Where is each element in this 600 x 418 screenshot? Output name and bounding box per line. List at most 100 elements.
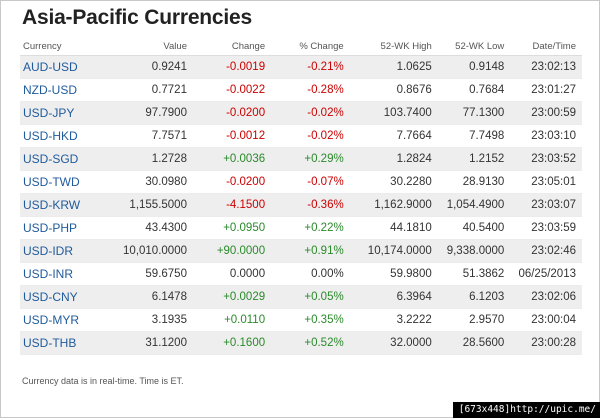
currency-table-body: AUD-USD 0.9241 -0.0019 -0.21% 1.0625 0.9148 23… <box>20 55 582 355</box>
date-time-cell: 06/25/2013 <box>510 262 582 286</box>
column-header-52wk-high: 52-WK High <box>349 37 438 56</box>
high-cell: 44.1810 <box>349 216 438 240</box>
date-time-cell: 23:03:07 <box>510 193 582 217</box>
pct-change-cell: -0.36% <box>271 193 350 217</box>
change-cell: -0.0200 <box>192 170 272 194</box>
change-cell: -4.1500 <box>192 193 272 217</box>
page-title: Asia-Pacific Currencies <box>22 6 253 29</box>
low-cell: 0.7684 <box>437 78 511 102</box>
date-time-cell: 23:02:13 <box>510 55 582 79</box>
low-cell: 1.2152 <box>437 147 511 171</box>
currency-link[interactable]: USD-JPY <box>23 106 75 120</box>
value-cell: 10,010.0000 <box>123 239 193 263</box>
currency-table: Currency Value Change % Change 52-WK Hig… <box>20 37 582 355</box>
value-cell: 30.0980 <box>123 170 193 194</box>
currency-cell: USD-HKD <box>20 124 123 148</box>
value-cell: 0.7721 <box>123 78 193 102</box>
change-cell: -0.0012 <box>192 124 272 148</box>
currency-cell: USD-PHP <box>20 216 123 240</box>
table-row: USD-THB 31.1200 +0.1600 +0.52% 32.0000 28.560… <box>20 331 582 355</box>
currency-link[interactable]: USD-IDR <box>23 244 73 258</box>
table-row: USD-CNY 6.1478 +0.0029 +0.05% 6.3964 6.1203 23… <box>20 285 582 309</box>
currency-link[interactable]: USD-HKD <box>23 129 78 143</box>
table-row: USD-SGD 1.2728 +0.0036 +0.29% 1.2824 1.2152 23… <box>20 147 582 171</box>
column-header-currency: Currency <box>20 37 123 56</box>
date-time-cell: 23:01:27 <box>510 78 582 102</box>
currency-cell: USD-THB <box>20 331 123 355</box>
column-header-change: Change <box>192 37 272 56</box>
currency-link[interactable]: USD-THB <box>23 336 77 350</box>
column-header-52wk-low: 52-WK Low <box>437 37 511 56</box>
currency-link[interactable]: USD-MYR <box>23 313 79 327</box>
value-cell: 1,155.5000 <box>123 193 193 217</box>
pct-change-cell: +0.22% <box>271 216 350 240</box>
change-cell: +90.0000 <box>192 239 272 263</box>
table-row: AUD-USD 0.9241 -0.0019 -0.21% 1.0625 0.9148 23… <box>20 55 582 79</box>
high-cell: 103.7400 <box>349 101 438 125</box>
date-time-cell: 23:02:06 <box>510 285 582 309</box>
high-cell: 1.2824 <box>349 147 438 171</box>
table-row: USD-INR 59.6750 0.0000 0.00% 59.9800 51.3862 0… <box>20 262 582 286</box>
table-row: USD-MYR 3.1935 +0.0110 +0.35% 3.2222 2.9570 23… <box>20 308 582 332</box>
high-cell: 30.2280 <box>349 170 438 194</box>
value-cell: 6.1478 <box>123 285 193 309</box>
change-cell: +0.0029 <box>192 285 272 309</box>
pct-change-cell: +0.05% <box>271 285 350 309</box>
high-cell: 1,162.9000 <box>349 193 438 217</box>
table-row: USD-TWD 30.0980 -0.0200 -0.07% 30.2280 28.913… <box>20 170 582 194</box>
pct-change-cell: +0.91% <box>271 239 350 263</box>
currency-link[interactable]: USD-PHP <box>23 221 78 235</box>
low-cell: 7.7498 <box>437 124 511 148</box>
low-cell: 9,338.0000 <box>437 239 511 263</box>
currency-link[interactable]: AUD-USD <box>23 60 78 74</box>
value-cell: 97.7900 <box>123 101 193 125</box>
value-cell: 59.6750 <box>123 262 193 286</box>
value-cell: 7.7571 <box>123 124 193 148</box>
low-cell: 51.3862 <box>437 262 511 286</box>
table-row: USD-HKD 7.7571 -0.0012 -0.02% 7.7664 7.7498 23… <box>20 124 582 148</box>
change-cell: -0.0019 <box>192 55 272 79</box>
high-cell: 32.0000 <box>349 331 438 355</box>
footnote: Currency data is in real-time. Time is E… <box>22 376 184 386</box>
date-time-cell: 23:05:01 <box>510 170 582 194</box>
pct-change-cell: -0.02% <box>271 101 350 125</box>
currency-cell: AUD-USD <box>20 55 123 79</box>
currency-link[interactable]: USD-INR <box>23 267 73 281</box>
currency-cell: USD-SGD <box>20 147 123 171</box>
pct-change-cell: +0.29% <box>271 147 350 171</box>
date-time-cell: 23:02:46 <box>510 239 582 263</box>
high-cell: 10,174.0000 <box>349 239 438 263</box>
table-row: USD-PHP 43.4300 +0.0950 +0.22% 44.1810 40.540… <box>20 216 582 240</box>
high-cell: 59.9800 <box>349 262 438 286</box>
date-time-cell: 23:00:28 <box>510 331 582 355</box>
column-header-value: Value <box>123 37 193 56</box>
pct-change-cell: -0.02% <box>271 124 350 148</box>
currency-link[interactable]: USD-CNY <box>23 290 78 304</box>
low-cell: 6.1203 <box>437 285 511 309</box>
table-row: USD-IDR 10,010.0000 +90.0000 +0.91% 10,174.0… <box>20 239 582 263</box>
currency-link[interactable]: USD-SGD <box>23 152 79 166</box>
currency-link[interactable]: USD-TWD <box>23 175 80 189</box>
pct-change-cell: -0.21% <box>271 55 350 79</box>
change-cell: -0.0200 <box>192 101 272 125</box>
currency-cell: NZD-USD <box>20 78 123 102</box>
low-cell: 2.9570 <box>437 308 511 332</box>
table-row: USD-JPY 97.7900 -0.0200 -0.02% 103.7400 77.13… <box>20 101 582 125</box>
high-cell: 7.7664 <box>349 124 438 148</box>
pct-change-cell: +0.35% <box>271 308 350 332</box>
watermark-text: [673x448]http://upic.me/ <box>452 402 600 418</box>
low-cell: 77.1300 <box>437 101 511 125</box>
currency-cell: USD-JPY <box>20 101 123 125</box>
column-header-pct-change: % Change <box>271 37 350 56</box>
currency-link[interactable]: NZD-USD <box>23 83 77 97</box>
high-cell: 6.3964 <box>349 285 438 309</box>
date-time-cell: 23:00:04 <box>510 308 582 332</box>
table-row: USD-KRW 1,155.5000 -4.1500 -0.36% 1,162.9000… <box>20 193 582 217</box>
currency-link[interactable]: USD-KRW <box>23 198 81 212</box>
high-cell: 1.0625 <box>349 55 438 79</box>
change-cell: 0.0000 <box>192 262 272 286</box>
value-cell: 31.1200 <box>123 331 193 355</box>
currency-cell: USD-IDR <box>20 239 123 263</box>
value-cell: 43.4300 <box>123 216 193 240</box>
low-cell: 0.9148 <box>437 55 511 79</box>
